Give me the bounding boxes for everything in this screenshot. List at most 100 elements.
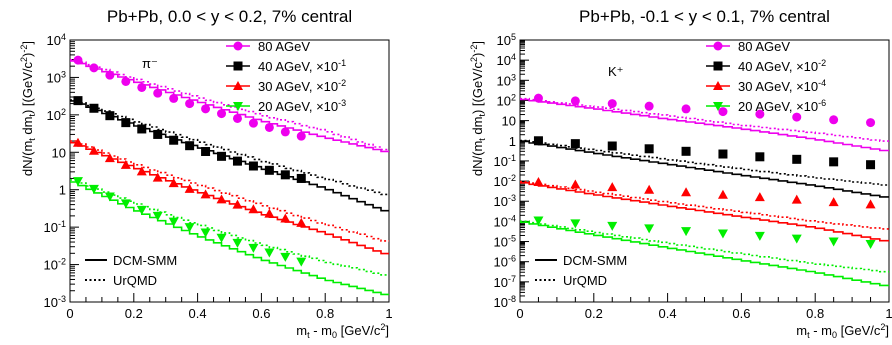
legend-label: 20 AGeV, ×10-3​ [258, 98, 346, 114]
legend-label: 30 AGeV, ×10-2​ [258, 78, 346, 94]
data-point [792, 112, 802, 122]
data-point [185, 99, 195, 109]
data-point [533, 93, 543, 103]
data-point [754, 231, 765, 241]
data-point [296, 173, 306, 183]
urqmd-curve [70, 140, 389, 242]
data-point [217, 109, 227, 119]
data-point [607, 141, 617, 151]
data-point [296, 217, 307, 227]
urqmd-curve [520, 220, 889, 273]
data-point [570, 219, 581, 229]
y-axis-label: dN/(mt​ dmt​) [(GeV/c2​)-2​] [469, 41, 487, 176]
line-legend-label: DCM-SMM [113, 253, 177, 268]
series-4 [70, 177, 389, 296]
data-point [73, 55, 83, 65]
data-point [644, 224, 655, 234]
x-tick-label: 1 [385, 306, 392, 321]
y-tick-label: 10-3​ [44, 294, 66, 310]
data-point [104, 153, 115, 163]
data-point [866, 118, 876, 128]
data-point [153, 129, 163, 139]
y-tick-label: 103​ [47, 69, 66, 85]
legend-label: 20 AGeV, ×10-6​ [738, 98, 826, 114]
y-tick-label: 10 [52, 145, 66, 160]
data-point [120, 199, 131, 209]
data-point [152, 211, 163, 221]
data-point [607, 182, 618, 192]
chart-panel-1: Pb+Pb, 0.0 < y < 0.2, 7% central 10-3​ 10-… [19, 7, 393, 340]
data-point [570, 96, 580, 106]
y-tick-label: 105​ [497, 32, 516, 48]
data-point [533, 216, 544, 226]
data-point [232, 199, 243, 209]
data-point [248, 204, 259, 214]
data-point [88, 145, 99, 155]
data-point [264, 208, 275, 218]
data-point [828, 197, 839, 207]
x-tick-label: 0.8 [806, 306, 824, 321]
chart-title: Pb+Pb, -0.1 < y < 0.1, 7% central [579, 7, 830, 26]
data-point [717, 229, 728, 239]
data-point [184, 223, 195, 233]
data-point [200, 189, 211, 199]
data-point [232, 238, 243, 248]
data-point [201, 104, 211, 114]
x-axis-label: mt​ - m0​ [GeV/c2​] [296, 322, 389, 340]
y-tick-label: 10-6​ [494, 254, 516, 270]
data-point [681, 146, 691, 156]
data-point [829, 115, 839, 125]
data-point [121, 76, 131, 86]
data-point [570, 179, 581, 189]
data-point [121, 118, 131, 128]
data-point [216, 194, 227, 204]
x-tick-label: 0.6 [732, 306, 750, 321]
y-tick-label: 102​ [47, 107, 66, 123]
x-tick-label: 0.2 [125, 306, 143, 321]
chart-title: Pb+Pb, 0.0 < y < 0.2, 7% central [107, 7, 352, 26]
data-point [829, 157, 839, 167]
legend-label: 80 AGeV [258, 39, 310, 54]
series-2 [520, 136, 889, 198]
legend-label: 30 AGeV, ×10-4​ [738, 78, 826, 94]
data-point [533, 176, 544, 186]
data-point [280, 252, 291, 262]
y-tick-label: 10-4​ [494, 213, 516, 229]
urqmd-curve [70, 99, 389, 196]
data-point [248, 243, 259, 253]
series-1 [70, 55, 389, 153]
data-point [232, 113, 242, 123]
y-tick-label: 1 [59, 183, 66, 198]
chart-panel-2: Pb+Pb, -0.1 < y < 0.1, 7% central10-8​10… [469, 7, 892, 340]
x-tick-label: 0.4 [189, 306, 207, 321]
data-point [865, 199, 876, 209]
data-point [89, 63, 99, 73]
data-point [201, 146, 211, 156]
data-point [264, 248, 275, 258]
data-point [644, 184, 655, 194]
y-tick-label: 1 [509, 134, 516, 149]
data-point [120, 159, 131, 169]
legend-label: 80 AGeV [738, 39, 790, 54]
data-point [217, 151, 227, 161]
data-point [73, 96, 83, 106]
data-point [152, 172, 163, 182]
y-axis-label: dN/(mt​ dmt​) [(GeV/c2​)-2​] [19, 41, 37, 176]
data-point [607, 221, 618, 231]
data-point [168, 178, 179, 188]
data-point [89, 103, 99, 113]
data-point [296, 257, 307, 267]
data-point [644, 101, 654, 111]
y-tick-label: 10-1​ [494, 153, 516, 169]
data-point [168, 217, 179, 227]
data-point [216, 233, 227, 243]
data-point [72, 137, 83, 147]
data-point [681, 187, 692, 197]
data-point [184, 183, 195, 193]
series-3 [70, 137, 389, 255]
dcm-smm-curve [520, 182, 889, 242]
particle-label: π⁻ [142, 56, 158, 71]
series-1 [520, 93, 889, 152]
